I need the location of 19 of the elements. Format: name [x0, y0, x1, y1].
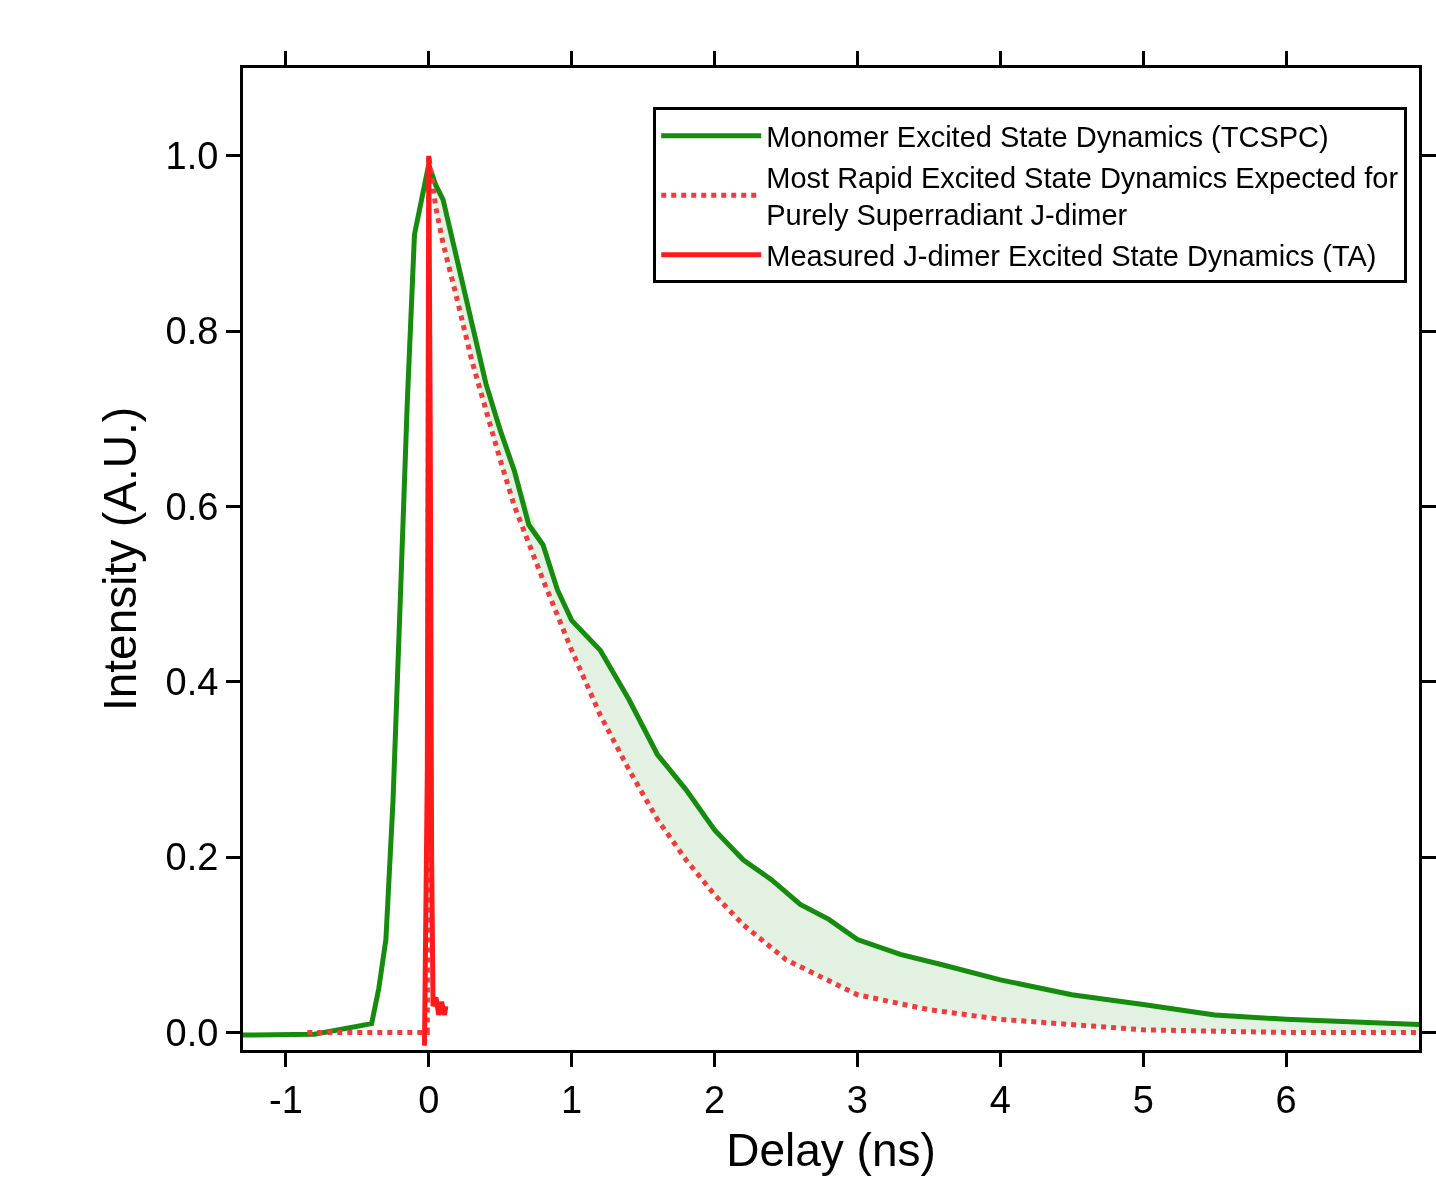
- x-axis-title: Delay (ns): [726, 1124, 936, 1177]
- legend-label: Most Rapid Excited State Dynamics Expected for Purely Superradiant J-dimer: [766, 161, 1399, 232]
- y-tick-label: 0.6: [165, 485, 219, 528]
- legend-label: Monomer Excited State Dynamics (TCSPC): [766, 120, 1329, 153]
- x-tick-label: 5: [1132, 1078, 1154, 1121]
- x-tick-label: 4: [989, 1078, 1011, 1121]
- legend-label: Measured J-dimer Excited State Dynamics (TA): [766, 240, 1377, 273]
- y-tick-label: 0.2: [165, 836, 219, 879]
- y-axis-title: Intensity (A.U.): [93, 406, 146, 712]
- y-tick-label: 0.4: [165, 661, 219, 704]
- x-tick-label: 1: [561, 1078, 583, 1121]
- x-tick-label: -1: [268, 1078, 303, 1121]
- y-tick-label: 0.0: [165, 1011, 219, 1054]
- y-tick-label: 0.8: [165, 310, 219, 353]
- x-tick-label: 6: [1275, 1078, 1297, 1121]
- y-tick-label: 1.0: [165, 134, 219, 177]
- x-tick-label: 3: [846, 1078, 868, 1121]
- x-tick-label: 2: [703, 1078, 726, 1121]
- x-tick-label: 0: [418, 1078, 440, 1121]
